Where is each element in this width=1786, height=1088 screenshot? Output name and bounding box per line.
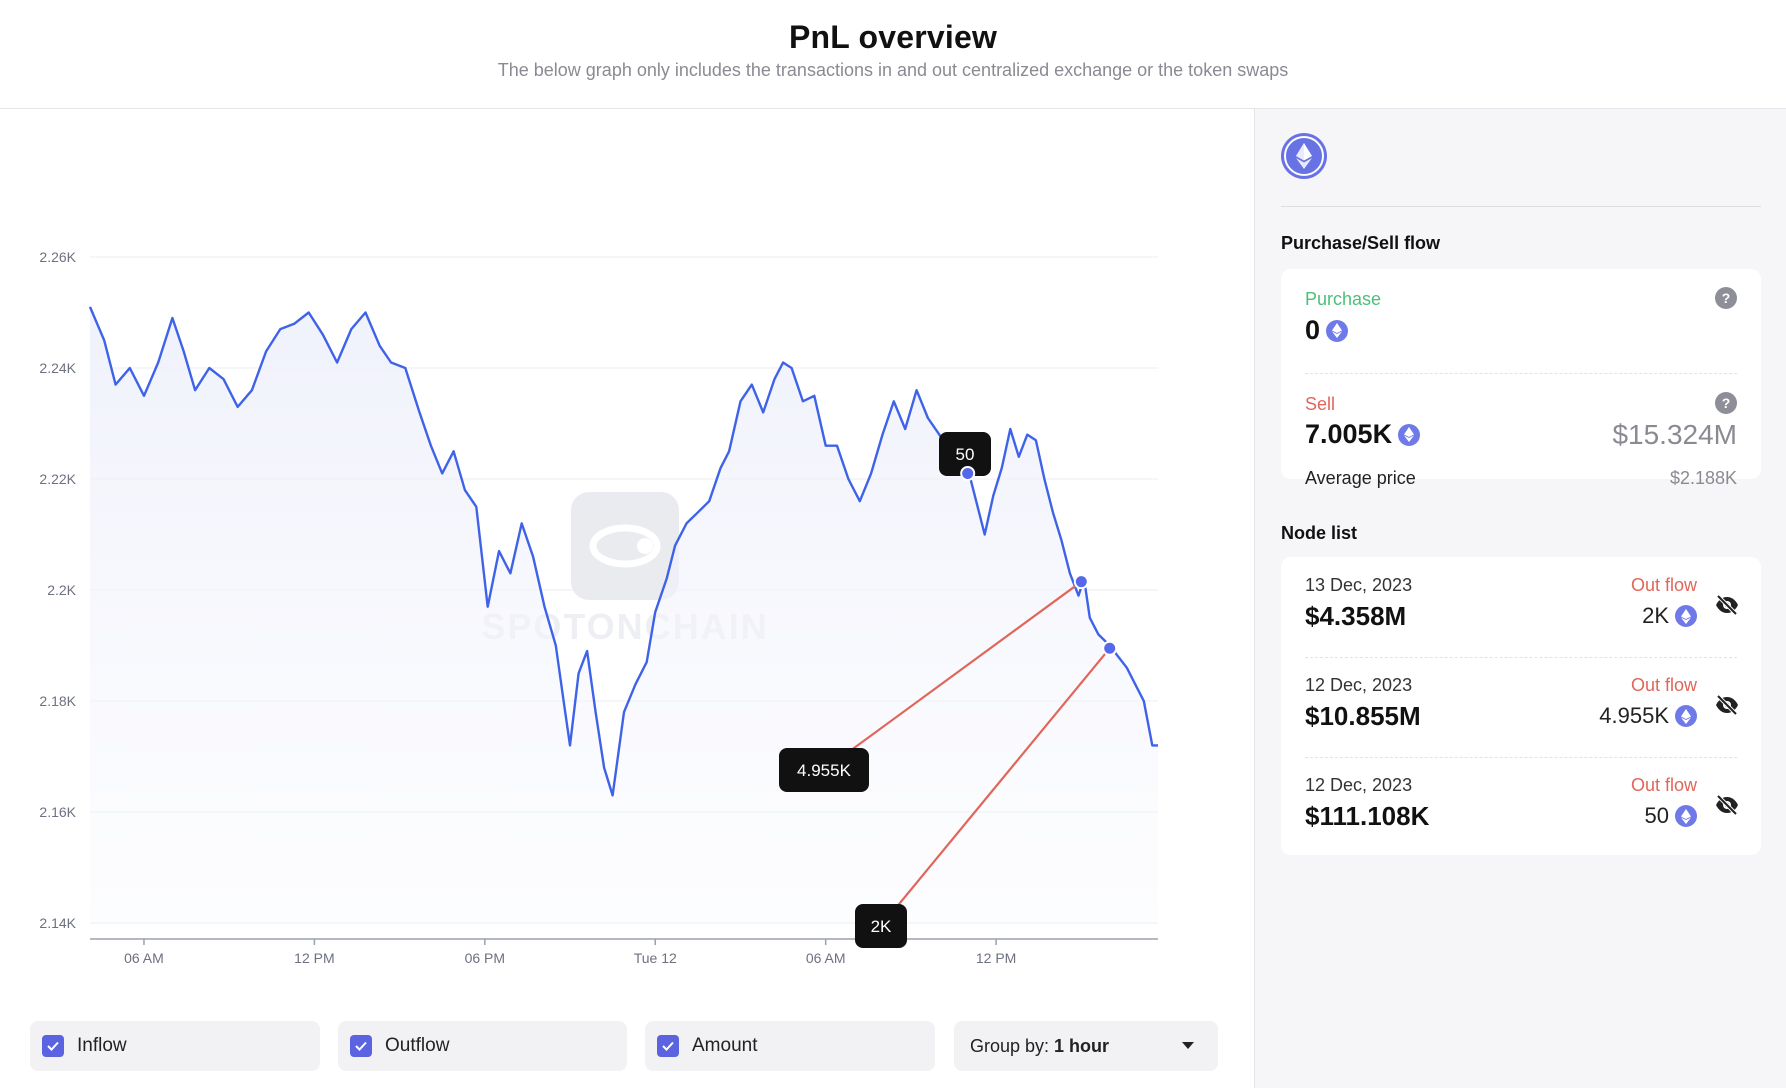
ethereum-icon xyxy=(1675,605,1697,627)
y-tick-label: 2.2K xyxy=(47,582,76,598)
annotation-connector xyxy=(880,647,1111,927)
node-amount: $111.108K xyxy=(1305,801,1430,831)
x-tick-label: Tue 12 xyxy=(634,950,677,966)
ethereum-icon xyxy=(1675,805,1697,827)
page-title: PnL overview xyxy=(788,19,998,55)
x-tick-label: 06 AM xyxy=(124,950,164,966)
node-list-title: Node list xyxy=(1281,523,1358,543)
ethereum-icon xyxy=(1675,705,1697,727)
node-flow: Out flow xyxy=(1630,675,1697,695)
node-amount: $10.855M xyxy=(1305,701,1421,731)
node-quantity: 4.955K xyxy=(1599,703,1697,729)
annotation-point xyxy=(1073,574,1089,590)
y-tick-label: 2.16K xyxy=(39,804,76,820)
node-amount: $4.358M xyxy=(1305,601,1407,631)
annotation-box xyxy=(779,748,869,792)
purchase-label: Purchase xyxy=(1305,289,1382,309)
check-icon xyxy=(47,1041,59,1051)
x-tick-label: 06 PM xyxy=(465,950,505,966)
check-icon xyxy=(355,1041,367,1051)
price-line xyxy=(88,306,1158,797)
node-flow: Out flow xyxy=(1630,575,1697,595)
sidebar: Purchase/Sell flow Purchase ? 0 Sell ? 7… xyxy=(1254,109,1786,1088)
eye-slash-icon[interactable] xyxy=(1715,794,1739,820)
purchase-sell-card: Purchase ? 0 Sell ? 7.005K $15.324M Aver… xyxy=(1281,269,1761,488)
chart-area-fill xyxy=(90,306,1158,923)
legend-inflow[interactable]: Inflow xyxy=(30,1021,320,1071)
annotation-connector xyxy=(823,580,1082,771)
divider xyxy=(1305,373,1737,374)
legend-amount[interactable]: Amount xyxy=(645,1021,935,1071)
divider xyxy=(1305,757,1737,758)
y-tick-label: 2.22K xyxy=(39,471,76,487)
ethereum-icon[interactable] xyxy=(1281,133,1327,179)
x-tick-label: 12 PM xyxy=(976,950,1016,966)
y-tick-label: 2.14K xyxy=(39,915,76,931)
watermark-logo xyxy=(571,492,679,600)
y-tick-label: 2.24K xyxy=(39,360,76,376)
annotation-callout: 2K xyxy=(855,640,1118,948)
annotation-box xyxy=(939,432,991,476)
x-axis: 06 AM 12 PM 06 PM Tue 12 06 AM 12 PM xyxy=(90,938,1158,966)
purchase-sell-title: Purchase/Sell flow xyxy=(1281,233,1441,253)
inflow-label: Inflow xyxy=(77,1035,127,1056)
price-chart[interactable]: 2.14K 2.16K 2.18K 2.2K 2.22K 2.24K 2.26K 06 AM… xyxy=(0,109,1254,1009)
sell-value: 7.005K xyxy=(1305,419,1421,450)
sell-label: Sell xyxy=(1305,394,1336,414)
average-price-value: $2.188K xyxy=(1669,468,1737,488)
list-item[interactable]: 13 Dec, 2023 $4.358M Out flow 2K xyxy=(1281,557,1761,657)
help-icon[interactable]: ? xyxy=(1715,392,1737,414)
amount-label: Amount xyxy=(692,1035,758,1056)
annotation-label: 4.955K xyxy=(797,761,852,780)
group-by-value: 1 hour xyxy=(1054,1035,1110,1056)
legend-outflow[interactable]: Outflow xyxy=(338,1021,627,1071)
annotation-box xyxy=(855,904,907,948)
annotation-point xyxy=(960,465,976,481)
x-tick-label: 06 AM xyxy=(806,950,846,966)
node-flow: Out flow xyxy=(1630,775,1697,795)
chart-panel: 2.14K 2.16K 2.18K 2.2K 2.22K 2.24K 2.26K 06 AM… xyxy=(0,109,1254,1088)
annotations: 50 4.955K 2K xyxy=(779,432,1118,948)
annotation-callout: 50 xyxy=(939,432,991,481)
chevron-down-icon xyxy=(1182,1042,1194,1049)
list-item[interactable]: 12 Dec, 2023 $10.855M Out flow 4.955K xyxy=(1281,657,1761,757)
x-tick-label: 12 PM xyxy=(294,950,334,966)
average-price-label: Average price xyxy=(1305,468,1416,488)
node-quantity: 2K xyxy=(1642,603,1697,629)
watermark-logo-mark xyxy=(589,524,661,568)
node-date: 12 Dec, 2023 xyxy=(1305,775,1413,795)
divider xyxy=(1281,206,1761,207)
check-icon xyxy=(662,1041,674,1051)
annotation-label: 2K xyxy=(871,917,892,936)
outflow-label: Outflow xyxy=(385,1035,450,1056)
node-date: 13 Dec, 2023 xyxy=(1305,575,1413,595)
group-by-label: Group by: xyxy=(970,1035,1050,1056)
sell-usd-value: $15.324M xyxy=(1612,419,1737,450)
help-icon[interactable]: ? xyxy=(1715,287,1737,309)
y-tick-label: 2.26K xyxy=(39,249,76,265)
purchase-value: 0 xyxy=(1305,315,1349,346)
amount-checkbox[interactable] xyxy=(657,1035,679,1057)
node-quantity: 50 xyxy=(1645,803,1697,829)
inflow-checkbox[interactable] xyxy=(42,1035,64,1057)
ethereum-icon xyxy=(1398,423,1421,446)
list-item[interactable]: 12 Dec, 2023 $111.108K Out flow 50 xyxy=(1281,757,1761,857)
y-axis: 2.14K 2.16K 2.18K 2.2K 2.22K 2.24K 2.26K xyxy=(39,249,76,931)
page-header: PnL overview The below graph only includ… xyxy=(0,0,1786,109)
annotation-callout: 4.955K xyxy=(779,574,1089,792)
outflow-checkbox[interactable] xyxy=(350,1035,372,1057)
page-subtitle: The below graph only includes the transa… xyxy=(497,60,1289,80)
node-list: 13 Dec, 2023 $4.358M Out flow 2K 12 Dec,… xyxy=(1281,557,1761,855)
ethereum-icon xyxy=(1326,319,1349,342)
node-date: 12 Dec, 2023 xyxy=(1305,675,1413,695)
divider xyxy=(1305,657,1737,658)
eye-slash-icon[interactable] xyxy=(1715,694,1739,720)
annotation-point xyxy=(1102,640,1118,656)
annotation-label: 50 xyxy=(956,445,975,464)
eye-slash-icon[interactable] xyxy=(1715,594,1739,620)
group-by-select[interactable]: Group by: 1 hour xyxy=(954,1021,1218,1071)
y-tick-label: 2.18K xyxy=(39,693,76,709)
